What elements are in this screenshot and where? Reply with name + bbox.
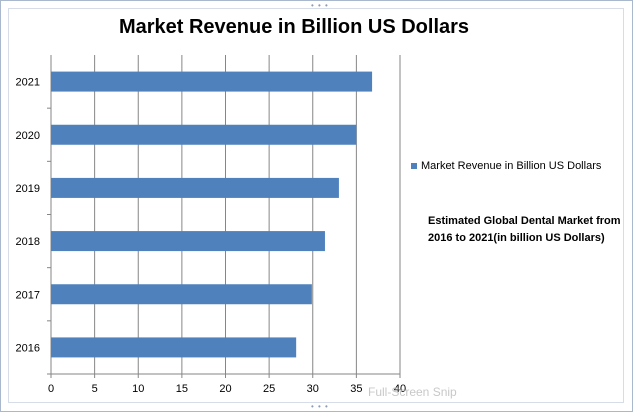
x-tick-label-20: 20 <box>219 383 231 395</box>
resize-handle-bottom[interactable]: • • • <box>311 402 329 411</box>
y-tick-label-2016: 2016 <box>16 342 40 354</box>
bar-2020 <box>51 124 357 145</box>
x-tick-label-25: 25 <box>263 383 275 395</box>
legend: Market Revenue in Billion US Dollars <box>411 160 601 172</box>
gridlines <box>94 55 401 374</box>
x-tick-label-30: 30 <box>307 383 319 395</box>
x-tick-labels: 0 5 10 15 20 25 30 35 40 <box>48 374 406 395</box>
x-tick-label-15: 15 <box>176 383 188 395</box>
x-tick-label-10: 10 <box>132 383 144 395</box>
y-tick-label-2019: 2019 <box>16 183 40 195</box>
bar-2017 <box>51 284 312 305</box>
chart-title: Market Revenue in Billion US Dollars <box>118 16 470 38</box>
x-tick-label-0: 0 <box>48 383 54 395</box>
bars <box>51 71 373 358</box>
y-tick-label-2017: 2017 <box>16 289 40 301</box>
x-tick-label-5: 5 <box>92 383 98 395</box>
y-tick-label-2018: 2018 <box>16 236 40 248</box>
legend-swatch <box>411 163 417 169</box>
resize-handle-top[interactable]: • • • <box>311 1 329 10</box>
legend-label: Market Revenue in Billion US Dollars <box>421 160 602 172</box>
x-tick-label-35: 35 <box>350 383 362 395</box>
y-tick-labels: 2016 2017 2018 2019 2020 2021 <box>16 77 51 375</box>
bar-2018 <box>51 231 325 252</box>
bar-2021 <box>51 71 373 92</box>
x-tick-label-40: 40 <box>394 383 406 395</box>
bar-2019 <box>51 177 339 198</box>
bar-2016 <box>51 337 297 358</box>
chart-area-border <box>8 8 624 403</box>
y-tick-label-2020: 2020 <box>16 130 40 142</box>
y-tick-label-2021: 2021 <box>16 77 40 89</box>
annotation-text: Estimated Global Dental Market from 2016… <box>428 215 621 244</box>
full-screen-snip-overlay: Full-Screen Snip <box>368 385 457 399</box>
